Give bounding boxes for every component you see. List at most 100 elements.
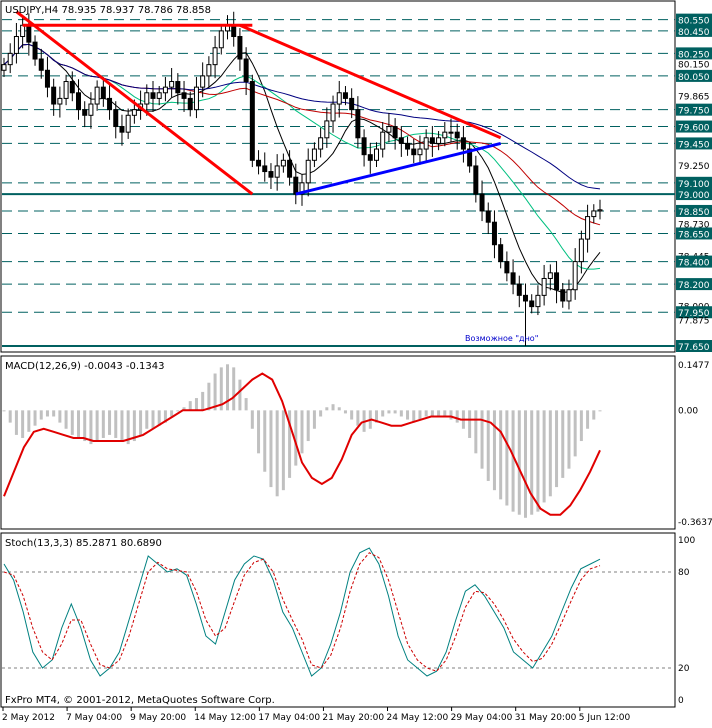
candle-body — [585, 216, 591, 240]
candle-body — [560, 289, 566, 302]
macd-histogram-bar — [455, 410, 459, 423]
candle-body — [280, 159, 286, 167]
candle-body — [44, 69, 50, 88]
candle-body — [13, 36, 19, 54]
price-label-box — [676, 255, 712, 268]
macd-histogram-bar — [505, 410, 509, 506]
candle-body — [125, 114, 131, 133]
price-axis-label: 79.250 — [678, 162, 710, 172]
macd-histogram-bar — [52, 410, 56, 417]
candle-body — [355, 109, 361, 139]
price-label-box — [676, 120, 712, 133]
macd-histogram-bar — [83, 410, 87, 442]
candle-body — [57, 97, 63, 105]
price-axis-label: 79.000 — [678, 191, 710, 201]
macd-histogram-bar — [406, 410, 410, 420]
time-axis-label: 2 May 2012 — [2, 713, 55, 723]
price-label-box — [676, 103, 712, 116]
candle-body — [491, 221, 497, 246]
candle-body — [330, 103, 336, 122]
candle-body — [504, 261, 510, 274]
candle-body — [231, 24, 237, 38]
candle-body — [237, 36, 243, 60]
price-axis-label: 80.250 — [678, 50, 710, 60]
macd-histogram-bar — [579, 410, 583, 442]
macd-histogram-bar — [536, 410, 540, 512]
macd-histogram-bar — [306, 410, 310, 442]
time-axis-label: 31 May 20:00 — [515, 713, 577, 723]
macd-histogram-bar — [176, 410, 180, 412]
macd-histogram-bar — [182, 407, 186, 411]
candle-body — [131, 109, 137, 116]
candle-body — [374, 148, 379, 161]
candle-body — [566, 289, 572, 302]
candle-body — [473, 165, 479, 195]
macd-axis-label: 0.00 — [678, 406, 698, 416]
price-label-box — [676, 176, 712, 189]
macd-histogram-bar — [238, 379, 242, 411]
macd-histogram-bar — [486, 410, 490, 481]
macd-signal-line — [3, 372, 601, 516]
macd-histogram-bar — [343, 410, 347, 414]
candle-body — [541, 277, 547, 296]
candle-body — [479, 193, 485, 212]
macd-histogram-bar — [269, 410, 273, 488]
candle-body — [76, 92, 81, 111]
macd-histogram-bar — [424, 410, 428, 417]
macd-histogram-bar — [337, 407, 341, 411]
macd-axis-label: 0.1477 — [678, 361, 710, 371]
price-axis-label: 80.550 — [678, 17, 710, 27]
candle-body — [144, 92, 150, 105]
stoch-axis-label: 0 — [678, 696, 684, 706]
trendline-triangle-top — [239, 23, 502, 140]
candle-body — [305, 159, 311, 184]
price-title: USDJPY,H4 78.935 78.937 78.786 78.858 — [5, 5, 211, 16]
macd-histogram-bar — [418, 410, 422, 420]
macd-histogram-bar — [555, 410, 559, 488]
candle-body — [287, 159, 293, 178]
time-axis-label: 21 May 20:00 — [322, 713, 384, 723]
candle-body — [405, 142, 411, 150]
price-axis-label: 79.750 — [678, 107, 710, 117]
candle-body — [243, 58, 249, 83]
candle-body — [392, 126, 398, 139]
candle-body — [1, 64, 7, 71]
candle-body — [417, 148, 423, 156]
macd-title: MACD(12,26,9) -0.0043 -0.1343 — [5, 361, 165, 372]
footer-copyright: FxPro MT4, © 2001-2012, MetaQuotes Softw… — [5, 695, 275, 706]
macd-histogram-bar — [586, 410, 590, 429]
macd-histogram-bar — [170, 410, 174, 417]
candle-body — [367, 154, 373, 161]
time-axis-label: 14 May 12:00 — [194, 713, 256, 723]
candle-body — [63, 81, 69, 99]
price-axis-label: 79.450 — [678, 140, 710, 150]
candle-body — [51, 86, 57, 105]
candle-body — [187, 97, 193, 111]
macd-histogram-bar — [33, 410, 37, 426]
macd-histogram-bar — [14, 410, 18, 435]
candle-body — [448, 131, 454, 134]
macd-histogram-bar — [2, 410, 6, 412]
price-label-box — [676, 13, 712, 26]
macd-histogram-bar — [77, 410, 80, 438]
macd-histogram-bar — [524, 410, 527, 518]
stoch-axis-label: 100 — [678, 536, 695, 546]
stoch-main-line — [3, 547, 601, 677]
trendline-channel — [15, 10, 254, 196]
candle-body — [82, 109, 88, 116]
macd-histogram-bar — [381, 410, 385, 417]
macd-histogram-bar — [213, 373, 217, 411]
candle-body — [107, 97, 113, 111]
price-axis-label: 77.650 — [678, 343, 710, 353]
candle-body — [274, 165, 280, 178]
macd-histogram-bar — [39, 410, 43, 420]
macd-histogram-bar — [194, 398, 198, 411]
macd-histogram-bar — [312, 410, 316, 429]
macd-histogram-bar — [126, 410, 130, 445]
price-label-box — [676, 47, 712, 60]
candle-body — [411, 148, 417, 156]
candle-body — [547, 272, 553, 279]
price-axis-label: 77.950 — [678, 309, 710, 319]
price-label-box — [676, 306, 712, 319]
candle-body — [181, 92, 187, 99]
